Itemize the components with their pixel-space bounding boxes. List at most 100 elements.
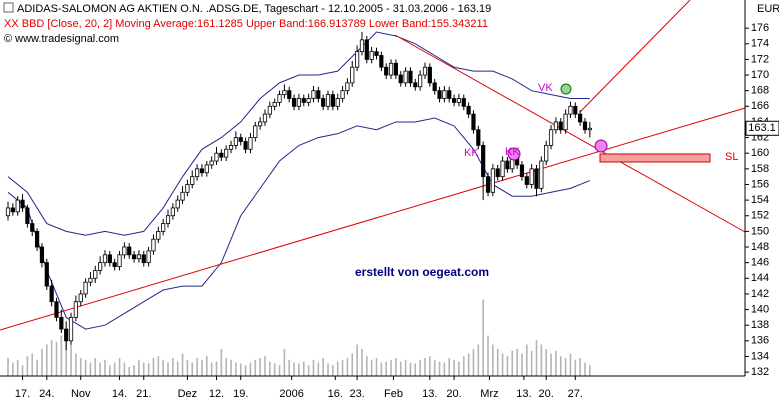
candle-body	[316, 90, 321, 99]
x-tick-label: 17.	[15, 388, 30, 400]
volume-bar	[196, 358, 198, 376]
volume-bar	[104, 359, 106, 376]
candle-body	[141, 254, 146, 264]
candle-body	[287, 90, 292, 99]
candle-body	[466, 105, 471, 115]
candle-body	[524, 176, 529, 185]
trend-line	[579, 0, 691, 113]
volume-bar	[516, 349, 518, 376]
y-tick-label: 138	[751, 319, 769, 331]
marker-circle	[560, 83, 572, 95]
volume-bar	[186, 359, 189, 376]
candle-body	[350, 66, 355, 84]
candle-body	[437, 90, 442, 99]
volume-bar	[12, 362, 14, 376]
volume-bar	[239, 363, 242, 376]
candle-body	[447, 90, 452, 99]
volume-bar	[70, 344, 72, 376]
candle-body	[548, 129, 554, 146]
candle-body	[321, 98, 326, 107]
y-tick-label: 174	[751, 38, 769, 50]
candle-body	[64, 328, 69, 342]
volume-bar	[496, 349, 499, 376]
last-price-label: 163.1	[748, 122, 776, 134]
volume-bar	[55, 341, 58, 376]
x-tick-label: 23.	[349, 388, 364, 400]
volume-bar	[84, 359, 87, 376]
candle-body	[5, 207, 11, 217]
volume-bar	[424, 358, 426, 376]
candle-body	[393, 62, 398, 76]
volume-bar	[433, 359, 436, 376]
candle-body	[146, 250, 151, 264]
candle-body	[384, 66, 389, 76]
candle-body	[413, 82, 418, 88]
marker-circle	[507, 147, 521, 161]
volume-bar	[409, 362, 412, 376]
volume-bar	[559, 356, 562, 376]
candle-body	[456, 98, 462, 103]
candle-body	[582, 121, 588, 131]
volume-bar	[307, 365, 310, 376]
candle-body	[306, 98, 311, 103]
candle-body	[190, 176, 195, 185]
volume-bar	[390, 359, 392, 376]
candle-body	[151, 238, 156, 252]
volume-bar	[65, 331, 67, 376]
volume-bar	[264, 356, 266, 376]
candle-body	[529, 168, 534, 185]
volume-bar	[94, 358, 97, 376]
candle-body	[374, 51, 379, 56]
candle-body	[272, 102, 277, 107]
candle-body	[296, 98, 302, 107]
volume-bar	[278, 365, 281, 376]
x-tick-label: 2006	[279, 388, 303, 400]
icon	[3, 2, 14, 13]
volume-bar	[458, 361, 460, 376]
volume-bar	[535, 340, 538, 376]
volume-bar	[501, 353, 504, 376]
candle-body	[335, 98, 340, 107]
volume-bar	[550, 353, 552, 376]
candle-body	[127, 246, 132, 256]
candle-body	[398, 74, 403, 84]
candle-body	[54, 301, 59, 318]
candle-body	[558, 121, 563, 131]
candle-body	[180, 191, 185, 201]
bollinger-band	[7, 31, 590, 236]
volume-bar	[555, 350, 557, 376]
x-tick-label: 24.	[39, 388, 54, 400]
x-tick-label: 19.	[233, 388, 248, 400]
volume-bar	[414, 363, 417, 376]
volume-bar	[16, 359, 19, 376]
candle-body	[505, 160, 510, 170]
y-tick-label: 144	[751, 272, 769, 284]
volume-bar	[147, 363, 150, 376]
volume-bar	[50, 340, 53, 376]
volume-bar	[172, 358, 174, 376]
candle-body	[49, 285, 54, 303]
stop-loss-zone	[599, 153, 711, 163]
volume-bar	[225, 358, 227, 376]
candle-body	[519, 164, 525, 178]
volume-bar	[453, 359, 455, 376]
candle-body	[291, 98, 297, 107]
volume-bar	[288, 359, 291, 376]
candle-body	[563, 113, 568, 131]
candle-body	[238, 137, 243, 142]
volume-bar	[530, 350, 533, 376]
candle-body	[500, 160, 505, 178]
volume-bar	[201, 359, 203, 376]
support-line	[0, 107, 746, 331]
volume-bar	[99, 362, 101, 376]
volume-bar	[235, 362, 237, 376]
volume-bar	[31, 353, 34, 376]
candle-body	[553, 121, 559, 131]
candle-body	[107, 254, 112, 264]
candle-body	[136, 254, 142, 260]
y-tick-label: 140	[751, 303, 769, 315]
candle-body	[388, 62, 394, 76]
candle-body	[39, 246, 45, 264]
volume-bar	[448, 358, 451, 376]
volume-bar	[45, 344, 48, 376]
